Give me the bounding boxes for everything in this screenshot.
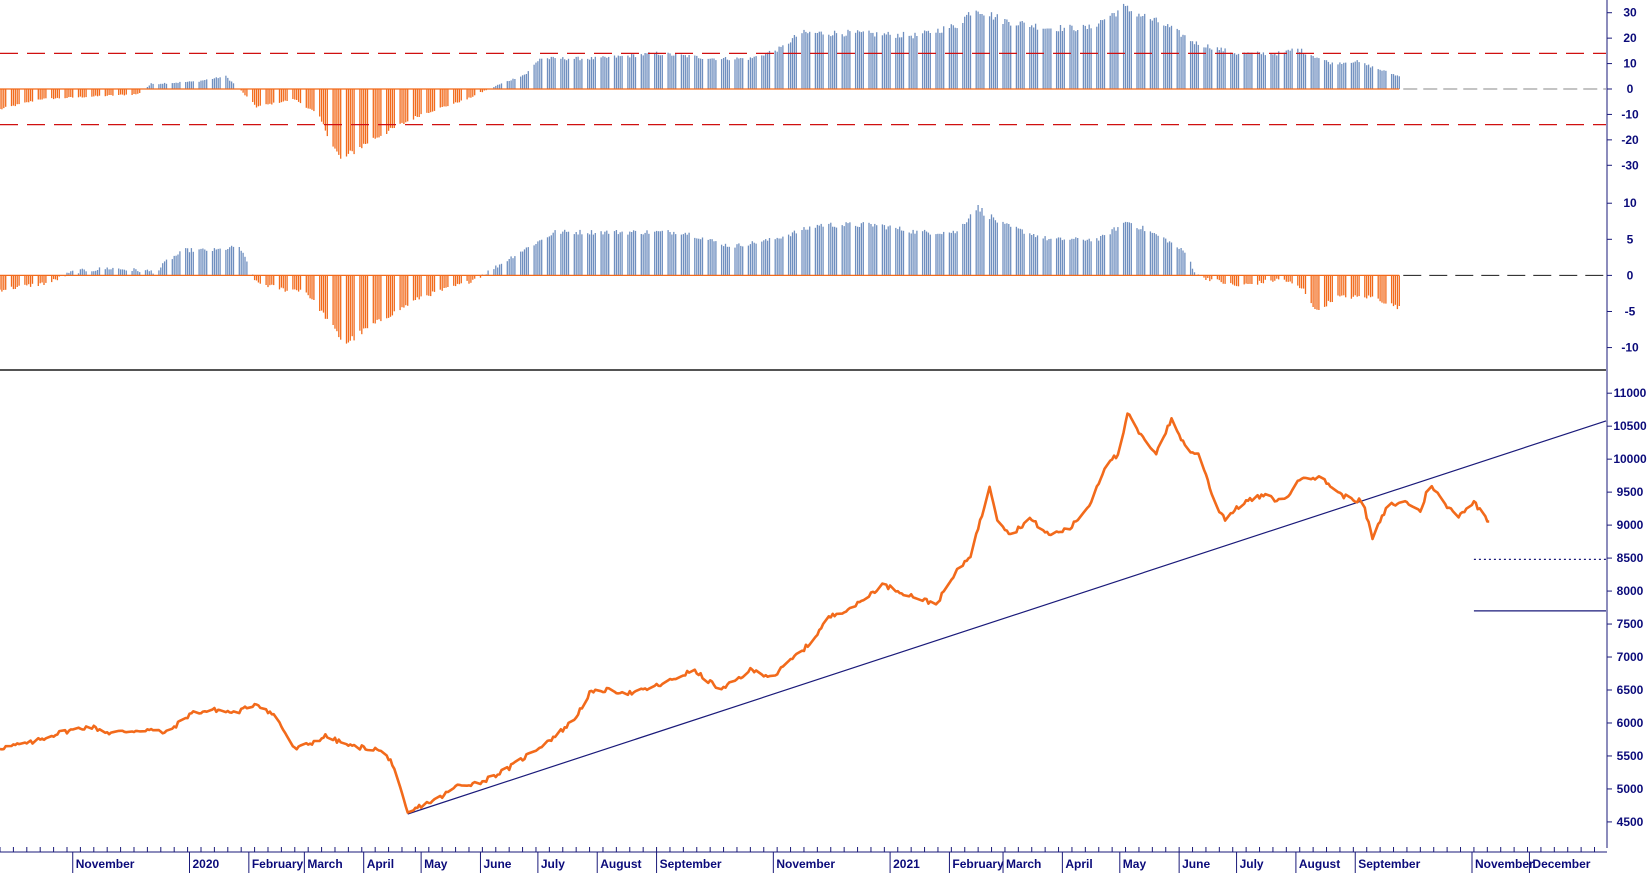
osc1-tick-label-5: -20 (1621, 133, 1639, 147)
price-tick-label-9: 6500 (1617, 683, 1644, 697)
trendline (407, 420, 1607, 815)
price-line (0, 412, 1490, 814)
month-label-12: February (952, 857, 1004, 871)
month-label-5: May (424, 857, 448, 871)
month-label-18: August (1299, 857, 1340, 871)
month-label-21: December (1532, 857, 1590, 871)
month-label-0: November (76, 857, 135, 871)
month-label-16: June (1182, 857, 1210, 871)
osc1-tick-label-4: -10 (1621, 107, 1639, 121)
month-label-19: September (1358, 857, 1420, 871)
price-tick-label-6: 8000 (1617, 584, 1644, 598)
osc2-tick-label-1: 5 (1627, 232, 1634, 246)
price-tick-label-5: 8500 (1617, 551, 1644, 565)
osc2-tick-label-2: 0 (1627, 268, 1634, 282)
osc1-tick-label-3: 0 (1627, 82, 1634, 96)
osc1-tick-label-6: -30 (1621, 158, 1639, 172)
osc2-tick-label-4: -10 (1621, 341, 1639, 355)
price-tick-label-1: 10500 (1613, 419, 1647, 433)
price-tick-label-13: 4500 (1617, 815, 1644, 829)
price-panel (0, 412, 1607, 815)
month-label-14: April (1065, 857, 1092, 871)
price-tick-label-11: 5500 (1617, 749, 1644, 763)
month-label-11: 2021 (893, 857, 920, 871)
price-tick-label-2: 10000 (1613, 452, 1647, 466)
price-tick-label-0: 11000 (1614, 386, 1647, 400)
oscillator-panel-top (0, 3, 1606, 159)
osc1-tick-label-0: 30 (1623, 6, 1637, 20)
month-label-13: March (1006, 857, 1041, 871)
osc2-tick-label-3: -5 (1625, 304, 1636, 318)
month-label-7: July (541, 857, 565, 871)
month-label-4: April (367, 857, 394, 871)
month-label-10: November (776, 857, 835, 871)
price-tick-label-8: 7000 (1617, 650, 1644, 664)
month-label-20: November (1475, 857, 1534, 871)
month-label-1: 2020 (193, 857, 220, 871)
price-tick-label-4: 9000 (1617, 518, 1644, 532)
osc1-tick-label-2: 10 (1623, 57, 1637, 71)
price-tick-label-10: 6000 (1617, 716, 1644, 730)
month-label-2: February (252, 857, 304, 871)
price-tick-label-3: 9500 (1617, 485, 1644, 499)
month-label-17: July (1240, 857, 1264, 871)
month-label-15: May (1123, 857, 1147, 871)
osc2-tick-label-0: 10 (1623, 196, 1637, 210)
price-tick-label-7: 7500 (1617, 617, 1644, 631)
month-label-3: March (307, 857, 342, 871)
price-tick-label-12: 5000 (1617, 782, 1644, 796)
month-label-6: June (483, 857, 511, 871)
month-label-8: August (600, 857, 641, 871)
osc1-tick-label-1: 20 (1623, 31, 1637, 45)
oscillator-panel-middle (0, 205, 1606, 344)
month-label-9: September (660, 857, 722, 871)
